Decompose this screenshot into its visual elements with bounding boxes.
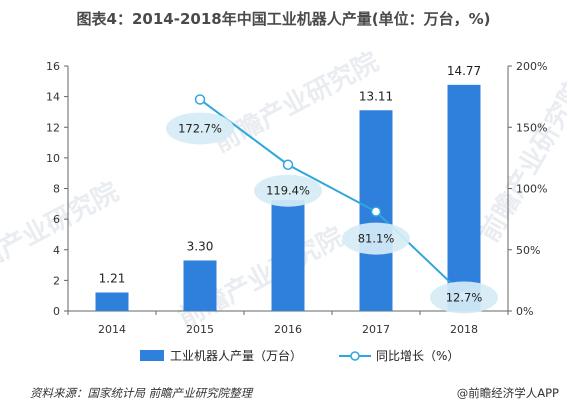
chart-title: 图表4：2014-2018年中国工业机器人产量(单位：万台，%) [76, 10, 491, 28]
growth-value-label: 81.1% [358, 232, 395, 246]
growth-label-bubble [166, 112, 234, 145]
left-axis-tick-label: 2 [53, 274, 60, 287]
left-axis-tick-label: 14 [46, 91, 60, 104]
left-axis-tick-label: 12 [46, 121, 60, 134]
x-axis-tick-label: 2017 [362, 323, 390, 336]
x-axis-tick-label: 2016 [274, 323, 302, 336]
brand-credit: @前瞻经济学人APP [456, 386, 559, 400]
left-axis-tick-label: 8 [53, 183, 60, 196]
watermark-text: 前瞻产业研究院 [208, 46, 383, 159]
growth-label-bubble [342, 222, 410, 255]
growth-value-label: 172.7% [178, 121, 222, 135]
source-note: 资料来源：国家统计局 前瞻产业研究院整理 [30, 386, 253, 400]
growth-value-label: 119.4% [266, 184, 310, 198]
bar-series [95, 84, 481, 311]
data-labels: 1.21 3.30 13.11 14.77 172.7% 119.4% 81.1% 12.7% [99, 64, 498, 314]
growth-label-bubble [430, 281, 498, 314]
growth-point [194, 94, 206, 105]
legend-bar-label: 工业机器人产量（万台） [170, 348, 302, 363]
left-axis-tick-label: 0 [53, 305, 60, 318]
growth-label-bubble [254, 174, 322, 207]
growth-line-series [194, 94, 470, 301]
x-axis-tick-label: 2018 [450, 323, 478, 336]
axes: 0 2 4 6 8 10 12 14 16 0% 50% 100% 150% 200% 2014 2015 20… [46, 60, 547, 336]
x-axis-tick-label: 2015 [186, 323, 214, 336]
growth-line [199, 98, 465, 297]
left-axis-tick-label: 16 [46, 60, 60, 73]
legend: 工业机器人产量（万台） 同比增长（%） [140, 348, 459, 363]
right-axis-tick-label: 200% [516, 60, 547, 73]
right-axis-tick-label: 100% [516, 183, 547, 196]
bar-value-label: 3.30 [187, 239, 214, 253]
bar [95, 292, 129, 311]
bar [271, 200, 305, 311]
bar-value-label: 1.21 [99, 271, 126, 285]
left-axis-tick-label: 10 [46, 152, 60, 165]
growth-value-label: 12.7% [446, 290, 483, 304]
legend-line-label: 同比增长（%） [376, 349, 459, 363]
right-axis-tick-label: 50% [516, 244, 540, 257]
left-axis-tick-label: 4 [53, 244, 60, 257]
bar [183, 260, 217, 311]
bar-value-label: 14.77 [447, 64, 481, 78]
growth-point [282, 159, 294, 170]
left-axis-tick-label: 6 [53, 213, 60, 226]
legend-bar-swatch [140, 350, 164, 361]
bar-value-label: 13.11 [359, 89, 393, 103]
right-axis-tick-label: 0% [516, 305, 533, 318]
bar [447, 84, 481, 311]
growth-point [370, 206, 382, 217]
watermark-text: 前瞻产业研究院 [474, 74, 567, 247]
x-axis-tick-label: 2014 [98, 323, 126, 336]
legend-line-marker [350, 351, 360, 361]
right-axis-tick-label: 150% [516, 121, 547, 134]
